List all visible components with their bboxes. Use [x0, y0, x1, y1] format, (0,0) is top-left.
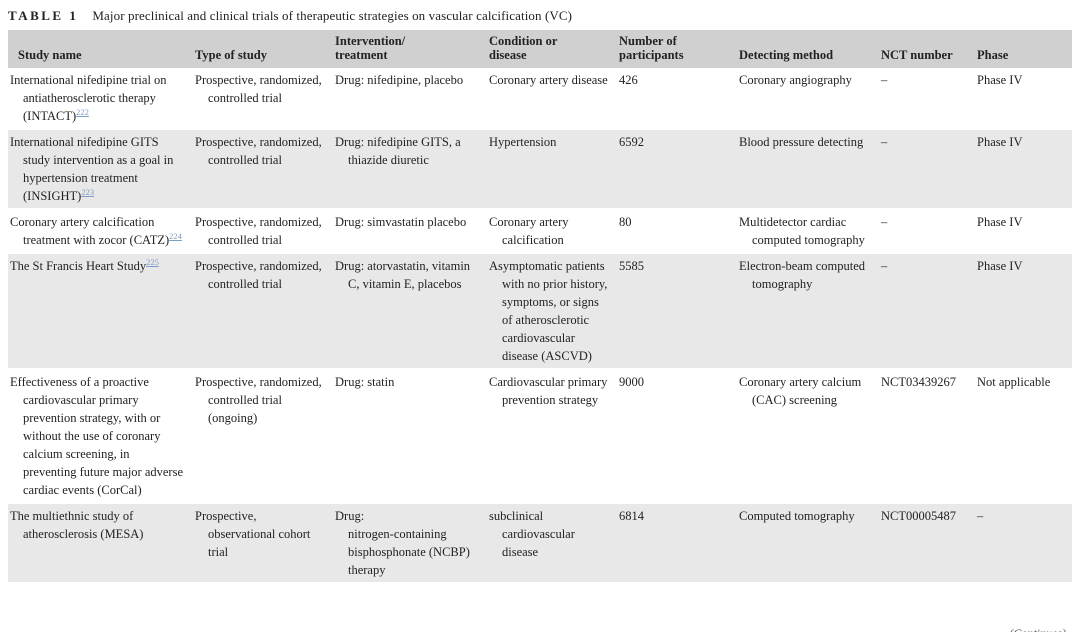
cell-nct-number: –: [881, 73, 888, 87]
study-name-text: International nifedipine trial on antiat…: [10, 73, 167, 123]
cell-type-of-study: Prospective, randomized, controlled tria…: [195, 135, 322, 167]
citation-link[interactable]: 224: [169, 230, 182, 241]
cell-participants: 6814: [619, 509, 644, 523]
cell-phase: Phase IV: [977, 259, 1023, 273]
cell-type-of-study: Prospective, randomized, controlled tria…: [195, 375, 322, 425]
table-title-bar: TABLE 1 Major preclinical and clinical tr…: [0, 0, 1080, 30]
cell-condition: Coronary artery calcification: [489, 215, 569, 247]
cell-detecting-method: Coronary artery calcium (CAC) screening: [739, 375, 862, 407]
cell-nct-number: NCT00005487: [881, 509, 956, 523]
cell-study-name: The multiethnic study of atherosclerosis…: [8, 503, 193, 583]
table-row: The multiethnic study of atherosclerosis…: [8, 503, 1072, 583]
cell-type-of-study: Prospective, randomized, controlled tria…: [195, 215, 322, 247]
cell-study-name: Coronary artery calcification treatment …: [8, 209, 193, 253]
cell-condition: Cardiovascular primary prevention strate…: [489, 375, 608, 407]
table-row: Effectiveness of a proactive cardiovascu…: [8, 369, 1072, 503]
cell-study-name: Effectiveness of a proactive cardiovascu…: [8, 369, 193, 503]
table-continues-note: (Continues): [1009, 626, 1066, 632]
cell-intervention: Drug: nitrogen-containing bisphosphonate…: [335, 509, 470, 577]
cell-intervention: Drug: nifedipine GITS, a thiazide diuret…: [335, 135, 461, 167]
cell-participants: 80: [619, 215, 632, 229]
cell-phase: Phase IV: [977, 215, 1023, 229]
cell-condition: Asymptomatic patients with no prior hist…: [489, 259, 608, 363]
table-caption: Major preclinical and clinical trials of…: [92, 8, 573, 23]
study-name-text: Coronary artery calcification treatment …: [10, 215, 170, 247]
table-row: Coronary artery calcification treatment …: [8, 209, 1072, 253]
citation-link[interactable]: 223: [81, 186, 95, 197]
column-header-study-name: Study name: [18, 48, 82, 62]
cell-intervention: Drug: statin: [335, 375, 395, 389]
cell-intervention: Drug: simvastatin placebo: [335, 215, 467, 229]
cell-condition: Hypertension: [489, 135, 557, 149]
cell-intervention: Drug: nifedipine, placebo: [335, 73, 464, 87]
cell-participants: 5585: [619, 259, 644, 273]
cell-nct-number: –: [881, 259, 888, 273]
cell-participants: 9000: [619, 375, 644, 389]
column-header-intervention: Intervention/ treatment: [335, 34, 406, 62]
cell-nct-number: –: [881, 215, 888, 229]
table-row: International nifedipine GITS study inte…: [8, 129, 1072, 209]
cell-detecting-method: Electron-beam computed tomography: [739, 259, 865, 291]
citation-link[interactable]: 225: [146, 256, 159, 267]
cell-condition: Coronary artery disease: [489, 73, 608, 87]
clinical-trials-table: Study name Type of study Intervention/ t…: [8, 30, 1072, 584]
column-header-participants: Number of participants: [619, 34, 684, 62]
cell-intervention: Drug: atorvastatin, vitamin C, vitamin E…: [335, 259, 471, 291]
study-name-text: The St Francis Heart Study: [10, 259, 147, 273]
cell-nct-number: –: [881, 135, 888, 149]
cell-study-name: The St Francis Heart Study225: [8, 253, 193, 369]
cell-participants: 426: [619, 73, 638, 87]
cell-phase: –: [977, 509, 984, 523]
cell-type-of-study: Prospective, randomized, controlled tria…: [195, 73, 322, 105]
study-name-text: The multiethnic study of atherosclerosis…: [10, 509, 144, 541]
cell-detecting-method: Blood pressure detecting: [739, 135, 864, 149]
cell-detecting-method: Multidetector cardiac computed tomograph…: [739, 215, 865, 247]
study-name-text: International nifedipine GITS study inte…: [10, 135, 174, 203]
table-row: The St Francis Heart Study225 Prospectiv…: [8, 253, 1072, 369]
cell-type-of-study: Prospective, randomized, controlled tria…: [195, 259, 322, 291]
cell-condition: subclinical cardiovascular disease: [489, 509, 575, 559]
table-header-row: Study name Type of study Intervention/ t…: [8, 30, 1072, 68]
cell-detecting-method: Computed tomography: [739, 509, 855, 523]
cell-study-name: International nifedipine trial on antiat…: [8, 68, 193, 129]
cell-phase: Phase IV: [977, 135, 1023, 149]
column-header-phase: Phase: [977, 48, 1009, 62]
column-header-condition: Condition or disease: [489, 34, 558, 62]
cell-detecting-method: Coronary angiography: [739, 73, 852, 87]
column-header-type-of-study: Type of study: [195, 48, 268, 62]
cell-type-of-study: Prospective, observational cohort trial: [195, 509, 311, 559]
column-header-detecting-method: Detecting method: [739, 48, 834, 62]
cell-participants: 6592: [619, 135, 644, 149]
cell-study-name: International nifedipine GITS study inte…: [8, 129, 193, 209]
cell-phase: Not applicable: [977, 375, 1051, 389]
column-header-nct-number: NCT number: [881, 48, 953, 62]
cell-nct-number: NCT03439267: [881, 375, 956, 389]
citation-link[interactable]: 222: [76, 106, 89, 117]
study-name-text: Effectiveness of a proactive cardiovascu…: [10, 375, 184, 497]
cell-phase: Phase IV: [977, 73, 1023, 87]
table-row: International nifedipine trial on antiat…: [8, 68, 1072, 129]
table-number-label: TABLE 1: [8, 8, 79, 23]
